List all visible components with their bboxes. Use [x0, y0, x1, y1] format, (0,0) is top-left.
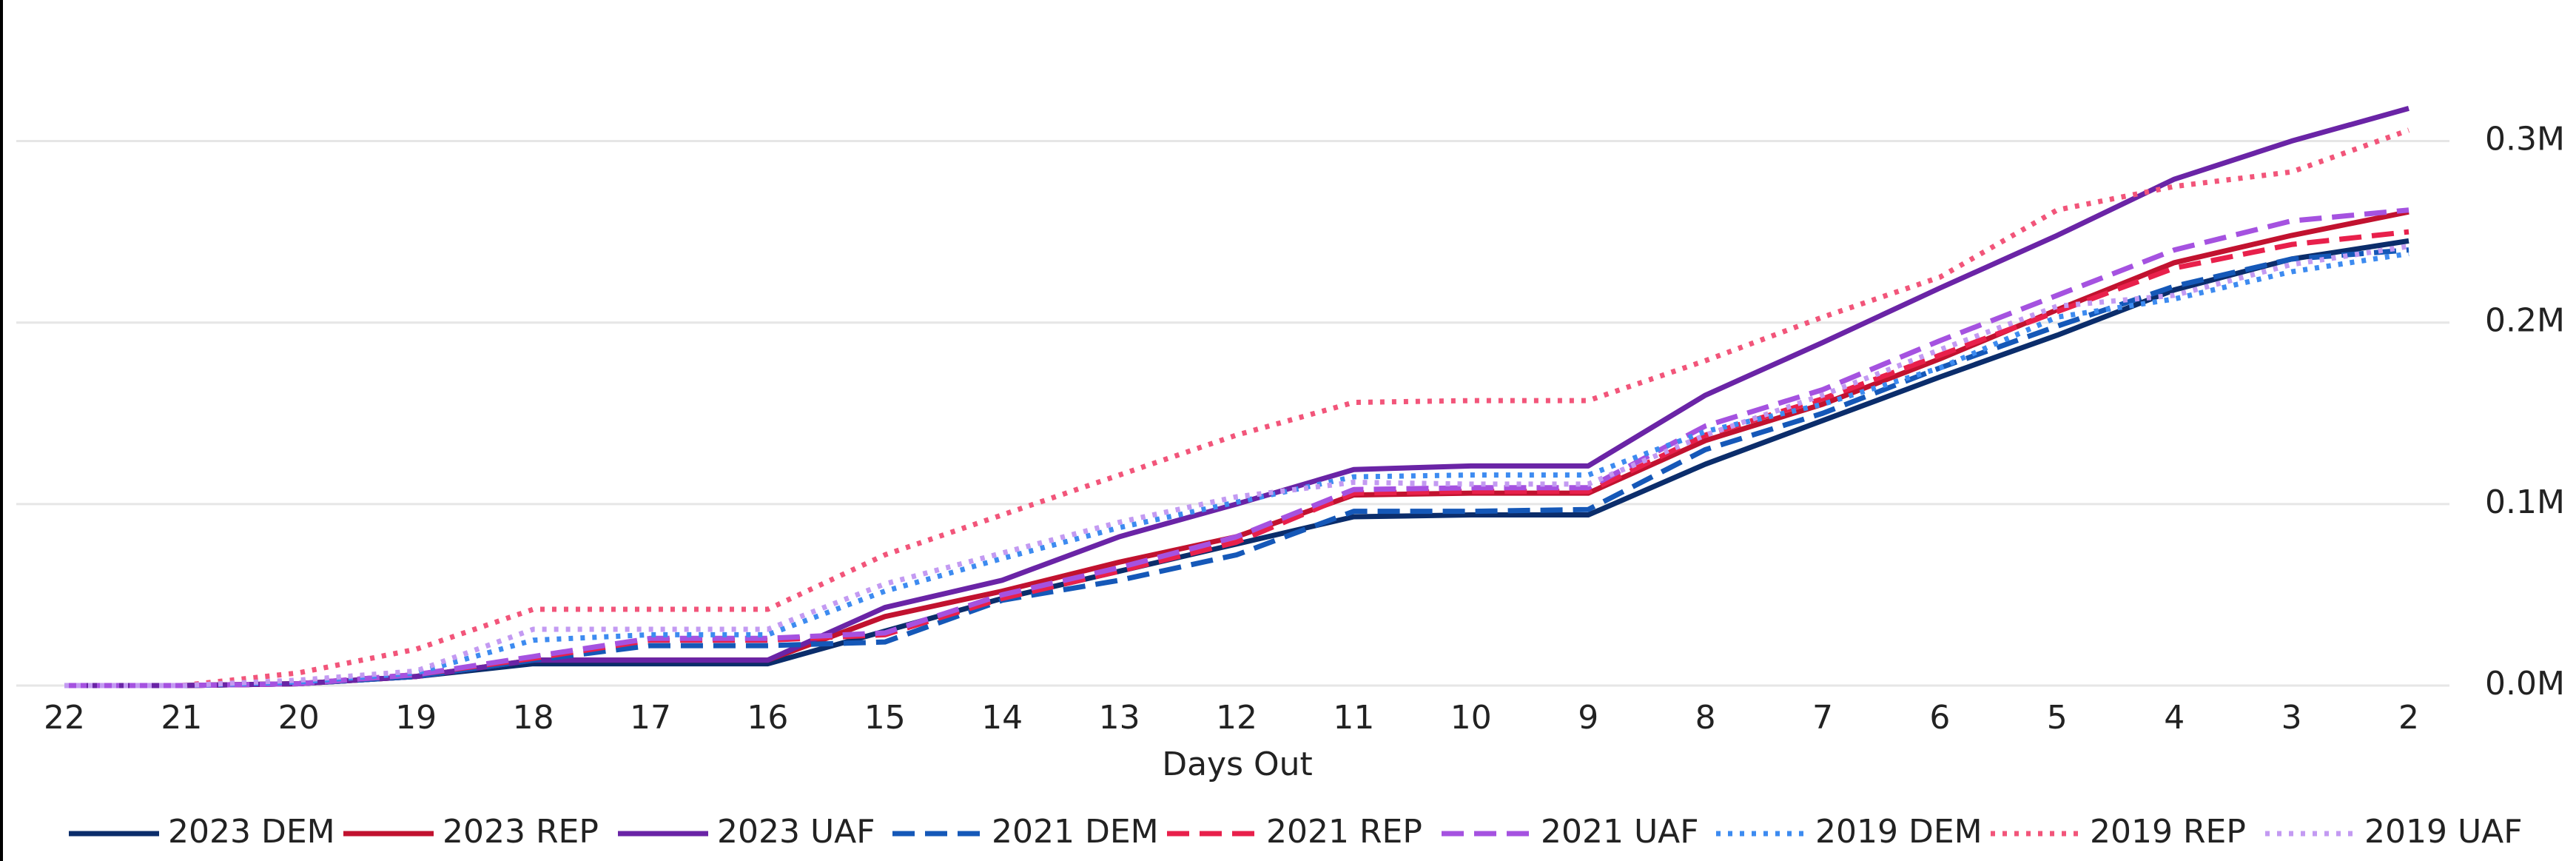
x-tick-label: 17	[630, 699, 671, 737]
legend-label: 2021 REP	[1266, 813, 1422, 851]
x-axis-title: Days Out	[1162, 746, 1313, 783]
series-line	[64, 209, 2409, 689]
x-tick-label: 9	[1578, 699, 1598, 737]
x-tick-label: 4	[2164, 699, 2185, 737]
y-tick-label: 0.1M	[2485, 483, 2565, 521]
legend-label: 2021 UAF	[1541, 813, 1699, 851]
x-tick-label: 19	[395, 699, 437, 737]
x-tick-label: 13	[1099, 699, 1140, 737]
legend-label: 2019 UAF	[2364, 813, 2523, 851]
x-tick-label: 3	[2281, 699, 2302, 737]
x-tick-label: 7	[1812, 699, 1833, 737]
series-line	[64, 127, 2410, 689]
y-tick-label: 0.3M	[2485, 121, 2565, 158]
x-tick-label: 11	[1333, 699, 1374, 737]
x-tick-label: 2	[2398, 699, 2419, 737]
legend-label: 2019 REP	[2090, 813, 2246, 851]
legend-label: 2023 REP	[443, 813, 599, 851]
x-tick-label: 20	[278, 699, 320, 737]
series-line	[64, 106, 2409, 689]
legend-label: 2019 DEM	[1815, 813, 1983, 851]
legend-label: 2023 UAF	[717, 813, 875, 851]
legend-label: 2021 DEM	[992, 813, 1159, 851]
x-tick-label: 21	[161, 699, 202, 737]
y-tick-label: 0.0M	[2485, 665, 2565, 703]
series-line	[64, 244, 2409, 689]
x-tick-label: 10	[1450, 699, 1492, 737]
x-tick-label: 14	[981, 699, 1023, 737]
x-tick-label: 15	[864, 699, 906, 737]
legend-label: 2023 DEM	[168, 813, 335, 851]
y-tick-label: 0.2M	[2485, 302, 2565, 340]
x-tick-label: 18	[513, 699, 554, 737]
x-tick-label: 6	[1929, 699, 1950, 737]
series-line	[64, 247, 2409, 689]
series-line	[64, 207, 2409, 689]
x-tick-label: 8	[1695, 699, 1716, 737]
series-line	[64, 229, 2409, 689]
series-line	[64, 251, 2409, 689]
x-tick-label: 12	[1216, 699, 1257, 737]
x-tick-label: 16	[747, 699, 788, 737]
x-tick-label: 22	[44, 699, 85, 737]
x-tick-label: 5	[2047, 699, 2068, 737]
